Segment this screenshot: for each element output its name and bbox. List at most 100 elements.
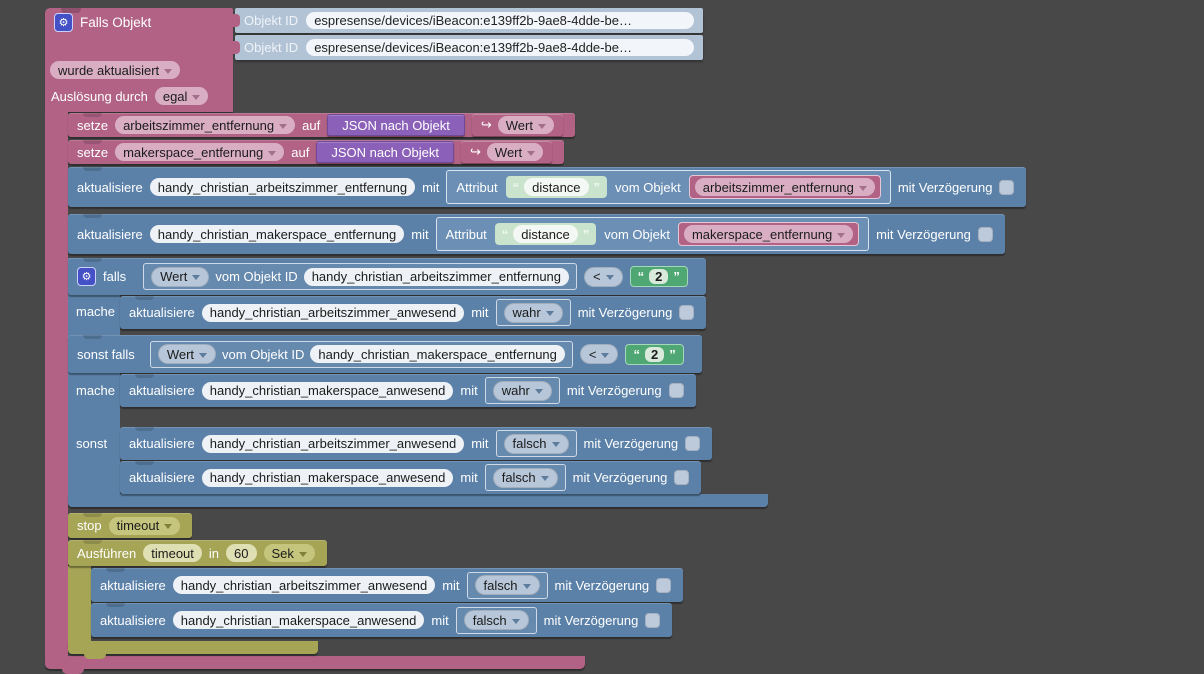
stop-timeout-block[interactable]: stop timeout [68, 513, 193, 538]
condition-value-block[interactable]: Wert vom Objekt ID handy_christian_arbei… [143, 263, 578, 290]
object-id-input[interactable]: espresense/devices/iBeacon:e139ff2b-9ae8… [306, 12, 694, 29]
variable-dropdown[interactable]: arbeitszimmer_entfernung [115, 116, 296, 134]
if-gear-icon[interactable]: ⚙ [77, 267, 96, 286]
delay-checkbox[interactable] [679, 305, 695, 320]
attribute-block[interactable]: Attribut “ distance ” vom Objekt arbeits… [446, 170, 891, 204]
value-type-dropdown[interactable]: Wert [157, 344, 217, 364]
dropdown-caret-icon [837, 232, 846, 238]
value-dropdown[interactable]: Wert [486, 143, 544, 161]
update-keyword: aktualisiere [129, 470, 195, 485]
attribute-string-block[interactable]: “ distance ” [505, 176, 608, 198]
update-state-block-makerspace-anwesend-true[interactable]: aktualisiere handy_christian_makerspace_… [120, 374, 696, 407]
compare-string-block[interactable]: “ 2 ” [629, 266, 688, 287]
comparison-operator-dropdown[interactable]: < [579, 344, 619, 364]
state-id-field[interactable]: handy_christian_arbeitszimmer_anwesend [201, 303, 465, 322]
state-id-field[interactable]: handy_christian_arbeitszimmer_entfernung [149, 178, 416, 196]
update-state-block-arbeitszimmer-anwesend-true[interactable]: aktualisiere handy_christian_arbeitszimm… [120, 296, 707, 329]
timeout-name-input[interactable]: timeout [143, 544, 202, 562]
condition-value-block[interactable]: Wert vom Objekt ID handy_christian_maker… [149, 340, 573, 368]
timeout-block-spine[interactable] [68, 566, 91, 641]
update-state-block-arbeitszimmer-anwesend-false[interactable]: aktualisiere handy_christian_arbeitszimm… [120, 427, 713, 460]
boolean-slot[interactable]: falsch [484, 464, 566, 491]
if-block-footer[interactable] [68, 494, 768, 507]
update-state-block-arbeitszimmer-entfernung[interactable]: aktualisiere handy_christian_arbeitszimm… [68, 167, 1027, 207]
variable-dropdown[interactable]: makerspace_entfernung [115, 143, 285, 161]
attribute-block[interactable]: Attribut “ distance ” vom Objekt makersp… [435, 217, 870, 251]
update-state-block-makerspace-anwesend-false[interactable]: aktualisiere handy_christian_makerspace_… [120, 461, 702, 494]
if-block-header[interactable]: ⚙ falls Wert vom Objekt ID handy_christi… [68, 258, 706, 295]
variable-block[interactable]: arbeitszimmer_entfernung [688, 175, 881, 199]
trigger-event-dropdown[interactable]: wurde aktualisiert [50, 61, 181, 79]
json-to-object-block[interactable]: JSON nach Objekt [316, 141, 455, 163]
timeout-next-connector [84, 653, 106, 659]
attribute-label: Attribut [445, 226, 487, 242]
value-block[interactable]: ↪ Wert [471, 114, 563, 136]
variable-block[interactable]: makerspace_entfernung [677, 222, 860, 246]
boolean-slot[interactable]: wahr [484, 377, 560, 404]
delay-checkbox[interactable] [999, 179, 1015, 195]
object-id-field[interactable]: handy_christian_arbeitszimmer_entfernung [303, 267, 570, 286]
delay-checkbox[interactable] [645, 612, 661, 628]
compare-value-input[interactable]: 2 [649, 269, 669, 284]
compare-value-input[interactable]: 2 [644, 346, 665, 362]
delay-checkbox[interactable] [656, 577, 672, 593]
variable-dropdown[interactable]: makerspace_entfernung [683, 225, 854, 243]
value-dropdown[interactable]: Wert [497, 116, 554, 134]
object-id-field[interactable]: handy_christian_makerspace_entfernung [310, 345, 565, 363]
attribute-label: Attribut [456, 179, 498, 195]
update-state-block-timeout-arbeitszimmer-false[interactable]: aktualisiere handy_christian_arbeitszimm… [91, 568, 684, 602]
state-id-field[interactable]: handy_christian_arbeitszimmer_anwesend [172, 576, 436, 594]
compare-string-block[interactable]: “ 2 ” [625, 343, 684, 365]
attribute-string-block[interactable]: “ distance ” [494, 223, 597, 245]
if-block-spine[interactable] [68, 258, 120, 494]
delay-label: mit Verzögerung [876, 226, 971, 242]
state-id-field[interactable]: handy_christian_makerspace_anwesend [201, 381, 454, 400]
timeout-name-dropdown[interactable]: timeout [108, 516, 181, 535]
timeout-block-footer[interactable] [68, 641, 318, 654]
delay-checkbox[interactable] [674, 470, 690, 485]
state-id-field[interactable]: handy_christian_makerspace_anwesend [201, 468, 454, 487]
trigger-top-notch [61, 8, 81, 13]
boolean-slot[interactable]: falsch [495, 430, 577, 457]
state-id-field[interactable]: handy_christian_arbeitszimmer_anwesend [201, 434, 465, 453]
boolean-dropdown[interactable]: falsch [492, 467, 558, 488]
unit-dropdown[interactable]: Sek [263, 544, 315, 562]
trigger-block-spine[interactable] [45, 110, 68, 656]
boolean-dropdown[interactable]: wahr [492, 380, 552, 401]
trigger-by-dropdown[interactable]: egal [154, 87, 209, 105]
delay-checkbox[interactable] [977, 226, 993, 242]
value-block[interactable]: ↪ Wert [461, 141, 553, 163]
dropdown-caret-icon [540, 476, 549, 481]
trigger-gear-icon[interactable]: ⚙ [54, 13, 73, 32]
delay-checkbox[interactable] [668, 383, 684, 398]
with-label: mit [442, 577, 460, 593]
object-id-row[interactable]: Objekt ID espresense/devices/iBeacon:e13… [231, 35, 703, 60]
update-state-block-timeout-makerspace-false[interactable]: aktualisiere handy_christian_makerspace_… [91, 603, 673, 637]
boolean-slot[interactable]: falsch [466, 571, 548, 599]
boolean-dropdown[interactable]: falsch [503, 433, 569, 454]
elseif-row[interactable]: sonst falls Wert vom Objekt ID handy_chr… [68, 335, 702, 373]
object-id-row[interactable]: Objekt ID espresense/devices/iBeacon:e13… [231, 8, 703, 33]
boolean-slot[interactable]: wahr [495, 299, 571, 326]
boolean-slot[interactable]: falsch [455, 606, 537, 634]
variable-dropdown[interactable]: arbeitszimmer_entfernung [694, 178, 875, 196]
boolean-dropdown[interactable]: wahr [503, 302, 563, 323]
delay-checkbox[interactable] [685, 436, 701, 451]
value-type-dropdown[interactable]: Wert [151, 266, 210, 287]
set-variable-block-arbeitszimmer[interactable]: setze arbeitszimmer_entfernung auf JSON … [68, 113, 575, 137]
state-id-field[interactable]: handy_christian_makerspace_anwesend [172, 611, 425, 629]
state-id-field[interactable]: handy_christian_makerspace_entfernung [149, 225, 405, 243]
boolean-dropdown[interactable]: falsch [474, 575, 540, 595]
delay-value-input[interactable]: 60 [226, 544, 257, 562]
comparison-operator-dropdown[interactable]: < [584, 266, 623, 287]
boolean-dropdown[interactable]: falsch [463, 610, 529, 630]
trigger-block-footer[interactable] [45, 656, 585, 669]
json-to-object-block[interactable]: JSON nach Objekt [327, 114, 465, 136]
set-variable-block-makerspace[interactable]: setze makerspace_entfernung auf JSON nac… [68, 140, 565, 164]
object-id-input[interactable]: espresense/devices/iBeacon:e139ff2b-9ae8… [306, 39, 694, 56]
timeout-block-header[interactable]: Ausführen timeout in 60 Sek [68, 540, 327, 566]
update-state-block-makerspace-entfernung[interactable]: aktualisiere handy_christian_makerspace_… [68, 214, 1005, 254]
attribute-input[interactable]: distance [524, 178, 589, 196]
attribute-input[interactable]: distance [513, 225, 578, 243]
dropdown-caret-icon [537, 123, 546, 129]
